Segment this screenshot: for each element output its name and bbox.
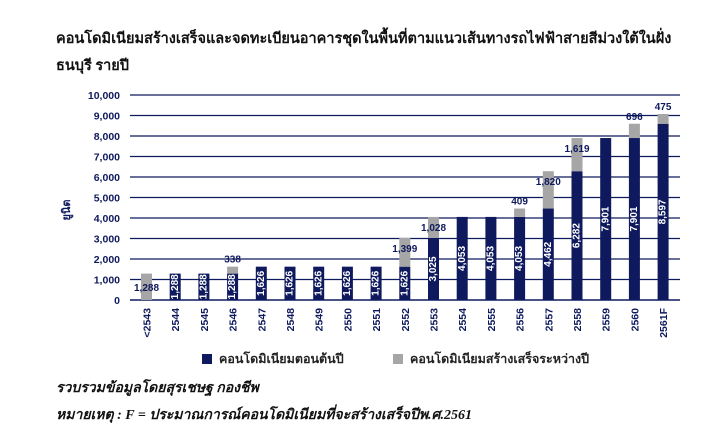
bar-existing-label: 1,288 — [170, 274, 181, 299]
x-tick-label: 2547 — [256, 308, 268, 332]
bar-existing — [485, 216, 497, 300]
x-tick-label: 2548 — [285, 308, 297, 332]
bar-existing — [198, 273, 210, 300]
y-tick-label: 0 — [114, 295, 120, 307]
y-tick-label: 9,000 — [94, 111, 120, 123]
y-tick-label: 10,000 — [88, 90, 120, 102]
bar-existing — [399, 266, 411, 300]
bar-new — [657, 114, 669, 124]
bar-existing — [456, 216, 468, 300]
y-tick-label: 2,000 — [94, 254, 120, 266]
bar-existing — [628, 138, 640, 300]
legend-item-new: คอนโดมิเนียมสร้างเสร็จระหว่างปี — [393, 349, 589, 369]
bar-new-label: 1,820 — [536, 177, 561, 188]
bar-new-label: 696 — [626, 112, 643, 123]
y-tick-label: 7,000 — [94, 152, 120, 164]
x-tick-label: 2552 — [400, 308, 412, 332]
bar-existing-label: 1,626 — [399, 270, 410, 295]
x-tick-label: 2549 — [314, 308, 326, 332]
x-tick-label: 2556 — [515, 308, 527, 332]
bar-new — [399, 237, 411, 267]
x-tick-label: 2561F — [658, 307, 670, 337]
x-tick-label: 2554 — [457, 308, 469, 332]
x-tick-label: 2553 — [429, 308, 441, 332]
bar-existing-label: 1,626 — [342, 270, 353, 295]
legend-label-new: คอนโดมิเนียมสร้างเสร็จระหว่างปี — [410, 352, 590, 366]
y-tick-label: 4,000 — [94, 213, 120, 225]
bar-existing-label: 4,462 — [543, 241, 554, 266]
bar-existing-label: 1,626 — [256, 270, 267, 295]
bar-existing-label: 1,626 — [285, 270, 296, 295]
bar-new — [571, 138, 583, 172]
bar-existing — [284, 266, 296, 300]
bar-existing — [657, 123, 669, 300]
bar-new — [628, 123, 640, 139]
bar-new-label: 409 — [511, 197, 528, 208]
source-text: รวบรวมข้อมูลโดยสุรเชษฐ กองชีพ — [56, 381, 259, 396]
bar-new-label: 1,028 — [421, 223, 446, 234]
y-axis-label: ยูนิต — [60, 199, 74, 220]
y-tick-label: 6,000 — [94, 172, 120, 184]
legend-swatch-existing — [202, 354, 212, 364]
x-tick-label: 2544 — [170, 308, 182, 332]
bar-new — [227, 266, 239, 274]
x-tick-label: 2546 — [228, 308, 240, 332]
bar-new-label: 338 — [224, 255, 241, 266]
bar-existing — [341, 266, 353, 300]
bar-existing-label: 1,288 — [199, 274, 210, 299]
bar-existing — [370, 266, 382, 300]
chart-title: คอนโดมิเนียมสร้างเสร็จและจดทะเบียนอาคารช… — [56, 31, 672, 74]
bar-new-label: 475 — [655, 102, 672, 113]
bar-new — [141, 273, 152, 300]
x-tick-label: 2559 — [601, 308, 613, 332]
x-tick-label: 2551 — [371, 308, 383, 332]
bar-existing-label: 7,901 — [600, 206, 611, 231]
x-tick-label: 2557 — [543, 308, 555, 332]
bar-existing — [514, 216, 526, 300]
bar-new — [428, 216, 439, 238]
x-tick-label: 2560 — [629, 308, 641, 332]
y-tick-label: 5,000 — [94, 193, 120, 205]
bar-existing-label: 1,288 — [227, 274, 238, 299]
bar-existing — [600, 138, 612, 300]
bar-new — [542, 171, 554, 209]
bar-existing — [255, 266, 267, 300]
bars: 1,288 1,288 1,288 1,288 338 1,626 1,626 1,626 1,… — [134, 102, 672, 300]
bar-new-label: 1,399 — [392, 244, 417, 255]
legend-item-existing: คอนโดมิเนียมตอนต้นปี — [202, 349, 344, 369]
x-tick-labels: <2543 2544 2545 2546 2547 2548 2549 2550 2551 255… — [142, 307, 671, 337]
bar-existing-label: 7,901 — [629, 206, 640, 231]
bar-existing — [227, 273, 239, 300]
y-tick-label: 1,000 — [94, 275, 120, 287]
bar-existing — [542, 208, 554, 300]
bar-existing-label: 3,025 — [428, 256, 439, 281]
bar-existing — [169, 273, 181, 300]
bar-existing-label: 8,597 — [658, 199, 669, 224]
bar-existing-label: 1,626 — [313, 270, 324, 295]
bar-new — [514, 208, 526, 217]
bar-existing-label: 6,282 — [572, 223, 583, 248]
gridlines — [130, 94, 680, 301]
x-tick-label: <2543 — [142, 308, 154, 338]
y-tick-label: 8,000 — [94, 131, 120, 143]
y-tick-labels: 0 1,000 2,000 3,000 4,000 5,000 6,000 7,000 8,00… — [88, 90, 120, 307]
bar-existing-label: 4,053 — [514, 246, 525, 271]
bar-new-label: 1,619 — [564, 144, 589, 155]
legend-label-existing: คอนโดมิเนียมตอนต้นปี — [219, 352, 344, 366]
bar-existing-label: 4,053 — [486, 246, 497, 271]
x-tick-label: 2555 — [486, 308, 498, 332]
bar-existing — [428, 237, 439, 300]
x-tick-label: 2545 — [199, 308, 211, 332]
x-tick-label: 2558 — [572, 308, 584, 332]
bar-existing-label: 4,053 — [457, 246, 468, 271]
note-text: หมายเหตุ : F = ประมาณการณ์คอนโดมิเนียมที… — [56, 408, 472, 423]
bar-new-label: 1,288 — [134, 283, 159, 294]
y-tick-label: 3,000 — [94, 234, 120, 246]
bar-existing-label: 1,626 — [371, 270, 382, 295]
bar-existing — [571, 171, 583, 300]
x-tick-label: 2550 — [342, 308, 354, 332]
bar-existing — [313, 266, 325, 300]
legend-swatch-new — [393, 354, 403, 364]
